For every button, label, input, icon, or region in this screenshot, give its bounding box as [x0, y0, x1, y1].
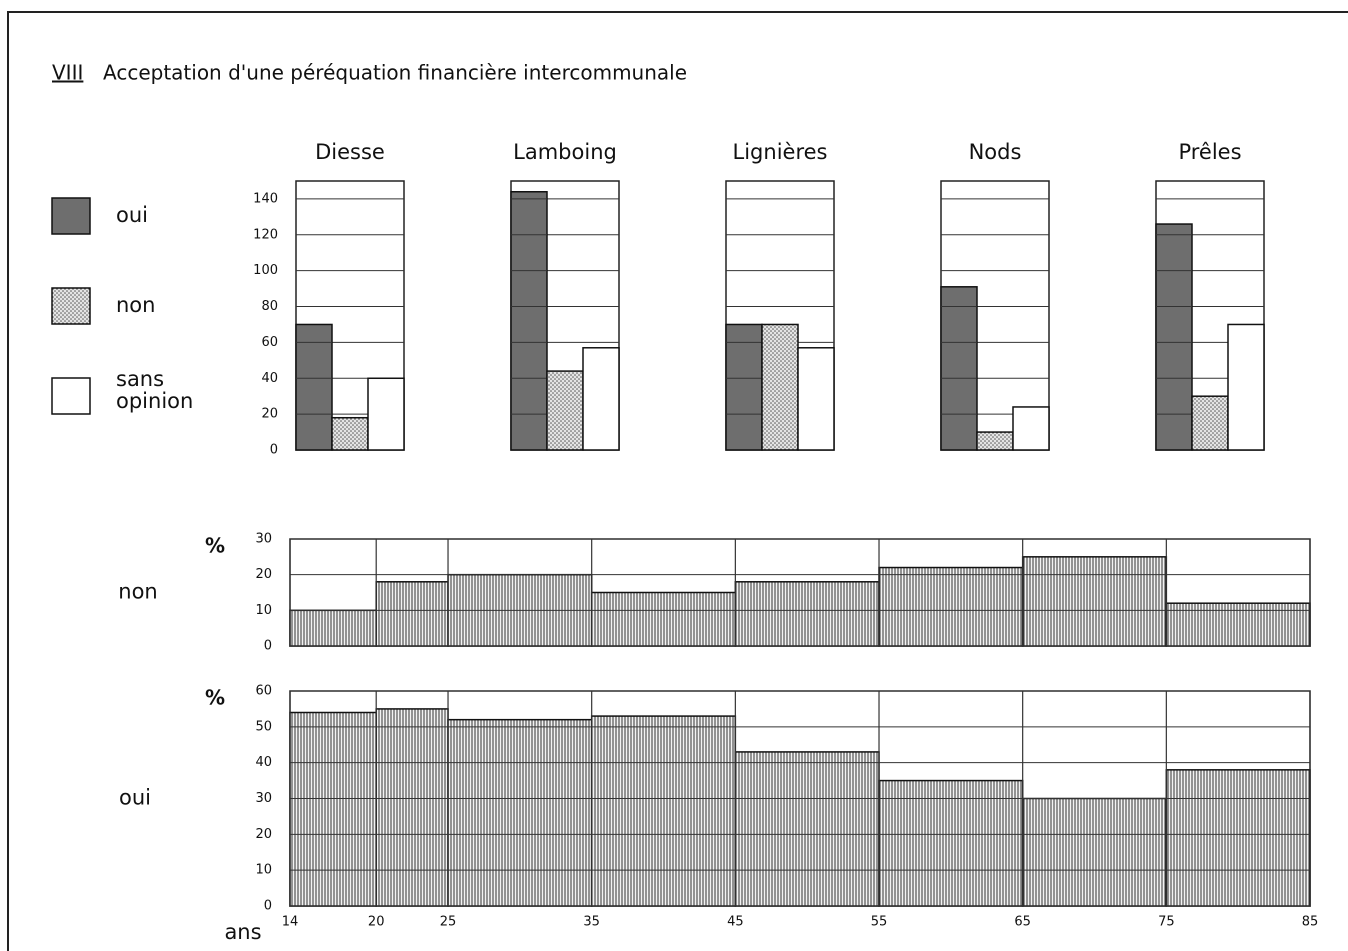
y-tick-label: 0: [270, 443, 278, 458]
y-tick-label: 20: [255, 827, 272, 842]
bar: [878, 779, 1024, 907]
bar: [590, 715, 737, 907]
bar: [510, 191, 548, 451]
bar: [1165, 769, 1311, 907]
bar: [725, 323, 763, 451]
y-tick-label: 10: [255, 863, 272, 878]
x-tick-label: 75: [1158, 915, 1175, 930]
panel-title: Lignières: [733, 140, 828, 164]
y-tick-label: 10: [255, 603, 272, 618]
y-tick-label: 30: [255, 791, 272, 806]
bar: [590, 591, 737, 647]
y-tick-label: 140: [253, 191, 278, 206]
y-axis-label: %: [205, 534, 225, 558]
bar: [375, 708, 449, 907]
panel-title: Lamboing: [513, 140, 617, 164]
section-number: VIII: [52, 61, 83, 85]
panel-title: oui: [119, 786, 151, 810]
y-tick-label: 20: [261, 407, 278, 422]
y-tick-label: 100: [253, 263, 278, 278]
bar: [1021, 556, 1168, 647]
frame: [7, 11, 1348, 951]
bar: [447, 718, 593, 907]
x-tick-label: 65: [1014, 915, 1031, 930]
y-tick-label: 20: [255, 567, 272, 582]
bar: [1191, 395, 1229, 451]
y-tick-label: 120: [253, 227, 278, 242]
legend-swatch: [51, 197, 91, 235]
bar: [289, 609, 377, 647]
bar: [761, 323, 799, 451]
bar: [331, 416, 369, 451]
bar: [976, 431, 1014, 451]
bar: [1227, 323, 1265, 451]
bar: [375, 581, 449, 647]
bar: [1155, 223, 1193, 451]
x-tick-label: 35: [583, 915, 600, 930]
panel-title: non: [118, 580, 157, 604]
bar: [1021, 797, 1168, 907]
bar: [546, 370, 584, 451]
legend-swatch: [51, 377, 91, 415]
legend-swatch: [51, 287, 91, 325]
bar: [734, 581, 880, 647]
bar: [1012, 406, 1050, 451]
bar: [734, 751, 880, 907]
panel-title: Prêles: [1178, 140, 1241, 164]
y-axis-label: %: [205, 686, 225, 710]
bar: [582, 347, 620, 451]
y-tick-label: 60: [261, 335, 278, 350]
x-tick-label: 20: [368, 915, 385, 930]
x-tick-label: 25: [440, 915, 457, 930]
y-tick-label: 80: [261, 299, 278, 314]
x-tick-label: 85: [1302, 915, 1319, 930]
y-tick-label: 50: [255, 719, 272, 734]
x-tick-label: 45: [727, 915, 744, 930]
bar: [940, 286, 978, 451]
y-tick-label: 60: [255, 684, 272, 699]
y-tick-label: 0: [264, 639, 272, 654]
legend-label: oui: [116, 203, 148, 227]
bar: [367, 377, 405, 451]
y-tick-label: 0: [264, 899, 272, 914]
x-tick-label: 55: [871, 915, 888, 930]
panel-title: Nods: [969, 140, 1022, 164]
bar: [797, 347, 835, 451]
x-tick-label: 14: [282, 915, 299, 930]
y-tick-label: 40: [261, 371, 278, 386]
legend-label: non: [116, 293, 156, 317]
panel-title: Diesse: [315, 140, 385, 164]
y-tick-label: 40: [255, 755, 272, 770]
bar: [289, 711, 377, 907]
legend-label: sans opinion: [116, 367, 194, 413]
y-tick-label: 30: [255, 532, 272, 547]
page-title: Acceptation d'une péréquation financière…: [103, 61, 687, 85]
x-axis-label: ans: [224, 920, 261, 944]
bar: [1165, 602, 1311, 647]
bar: [295, 323, 333, 451]
bar: [878, 566, 1024, 647]
